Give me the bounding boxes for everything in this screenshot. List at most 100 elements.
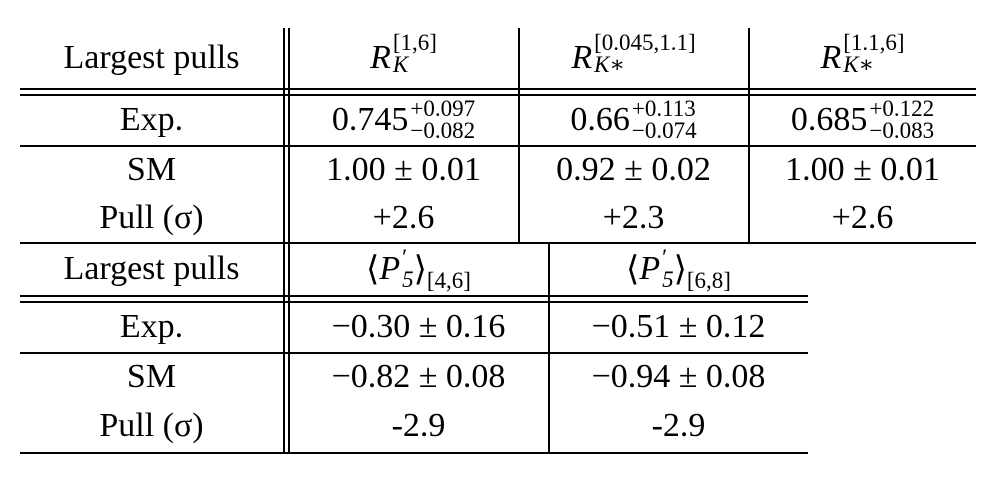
table-cell: −0.30 ± 0.16 <box>289 302 548 352</box>
cell-text: +2.6 <box>831 198 894 236</box>
table-cell: −0.82 ± 0.08 <box>289 353 548 400</box>
cell-text: 1.00 ± 0.01 <box>785 150 940 188</box>
base: 0.685 <box>790 101 868 138</box>
subscript: [6,8] <box>686 268 731 293</box>
table-cell: −0.51 ± 0.12 <box>549 302 808 352</box>
header-cell: R [1.1,6] K∗ <box>749 28 976 88</box>
subscript: 5 <box>662 267 674 292</box>
cell-text: Largest pulls <box>63 250 240 287</box>
cell-text: −0.30 ± 0.16 <box>331 308 506 345</box>
script-stack: [1,6] K <box>392 30 437 77</box>
subscript: K∗ <box>594 52 626 77</box>
script-stack: ′ 5 <box>662 245 674 292</box>
script-stack: [0.045,1.1] K∗ <box>594 30 696 77</box>
cell-text: Exp. <box>119 308 184 345</box>
table-cell: SM <box>20 146 283 193</box>
superscript: [1.1,6] <box>843 30 905 56</box>
cell-text: SM <box>126 357 177 395</box>
rule <box>20 242 976 244</box>
rule <box>20 452 808 454</box>
base: P <box>379 250 401 287</box>
subscript: 5 <box>402 267 414 292</box>
subscript: −0.082 <box>410 118 476 143</box>
superscript: +0.113 <box>631 96 696 122</box>
table-cell: Exp. <box>20 302 283 352</box>
rule <box>283 28 285 452</box>
bracket: ⟩ <box>673 251 687 288</box>
rule <box>548 242 550 452</box>
rule <box>20 145 976 147</box>
cell-text: 0.92 ± 0.02 <box>556 150 711 188</box>
table-cell: SM <box>20 353 283 400</box>
rule <box>20 352 808 354</box>
subscript: K <box>392 52 409 77</box>
rule <box>748 28 750 242</box>
header-cell: ⟨ P ′ 5 ⟩ [6,8] <box>549 243 808 295</box>
table-cell: 1.00 ± 0.01 <box>289 146 518 193</box>
cell-text: -2.9 <box>391 407 446 444</box>
table-cell: +2.6 <box>289 193 518 242</box>
cell-text: +2.3 <box>602 198 665 236</box>
table-cell: +2.3 <box>519 193 748 242</box>
header-cell: Largest pulls <box>20 28 283 88</box>
base: 0.66 <box>570 101 630 138</box>
base: P <box>639 250 661 287</box>
rule <box>20 295 808 297</box>
subscript: [4,6] <box>426 268 471 293</box>
bracket: ⟨ <box>626 251 640 288</box>
cell-text: -2.9 <box>651 407 706 444</box>
table-cell: 0.66 +0.113 −0.074 <box>519 95 748 145</box>
cell-text: SM <box>126 150 177 188</box>
cell-text: −0.94 ± 0.08 <box>591 357 766 395</box>
table-cell: 0.685 +0.122 −0.083 <box>749 95 976 145</box>
table-cell: 1.00 ± 0.01 <box>749 146 976 193</box>
bracket: ⟨ <box>366 251 380 288</box>
header-cell: ⟨ P ′ 5 ⟩ [4,6] <box>289 243 548 295</box>
rule <box>20 301 808 303</box>
superscript: ′ <box>402 245 408 271</box>
table-cell: 0.745 +0.097 −0.082 <box>289 95 518 145</box>
base: R <box>370 39 391 76</box>
script-stack: ′ 5 <box>402 245 414 292</box>
base: 0.745 <box>331 101 409 138</box>
superscript: +0.122 <box>869 96 935 122</box>
script-stack: +0.122 −0.083 <box>869 96 935 143</box>
cell-text: Exp. <box>119 101 184 138</box>
header-cell: R [1,6] K <box>289 28 518 88</box>
bracket: ⟩ <box>413 251 427 288</box>
rule <box>20 94 976 96</box>
superscript: [0.045,1.1] <box>594 30 696 56</box>
table-cell: 0.92 ± 0.02 <box>519 146 748 193</box>
base: R <box>571 39 593 76</box>
table-cell: Pull (σ) <box>20 193 283 242</box>
table-cell: Exp. <box>20 95 283 145</box>
cell-text: −0.51 ± 0.12 <box>591 308 766 345</box>
subscript: −0.083 <box>869 118 935 143</box>
base: R <box>820 39 842 76</box>
cell-text: Pull (σ) <box>99 198 204 236</box>
subscript: −0.074 <box>631 118 697 143</box>
cell-text: Pull (σ) <box>99 407 204 444</box>
table-cell: +2.6 <box>749 193 976 242</box>
cell-text: −0.82 ± 0.08 <box>331 357 506 395</box>
rule <box>20 88 976 90</box>
superscript: [1,6] <box>392 30 437 56</box>
table-cell: -2.9 <box>289 400 548 452</box>
header-cell: R [0.045,1.1] K∗ <box>519 28 748 88</box>
superscript: +0.097 <box>410 96 476 122</box>
cell-text: Largest pulls <box>63 39 240 76</box>
script-stack: [1.1,6] K∗ <box>843 30 905 77</box>
script-stack: +0.097 −0.082 <box>410 96 476 143</box>
table-cell: −0.94 ± 0.08 <box>549 353 808 400</box>
header-cell: Largest pulls <box>20 243 283 295</box>
subscript: K∗ <box>843 52 875 77</box>
table-cell: -2.9 <box>549 400 808 452</box>
script-stack: +0.113 −0.074 <box>631 96 697 143</box>
rule <box>288 28 290 452</box>
superscript: ′ <box>662 245 668 271</box>
cell-text: 1.00 ± 0.01 <box>326 150 481 188</box>
cell-text: +2.6 <box>372 198 435 236</box>
rule <box>518 28 520 242</box>
table-cell: Pull (σ) <box>20 400 283 452</box>
